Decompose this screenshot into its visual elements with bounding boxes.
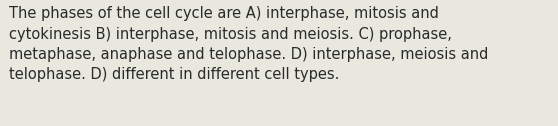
Text: The phases of the cell cycle are A) interphase, mitosis and
cytokinesis B) inter: The phases of the cell cycle are A) inte… [9, 6, 488, 83]
